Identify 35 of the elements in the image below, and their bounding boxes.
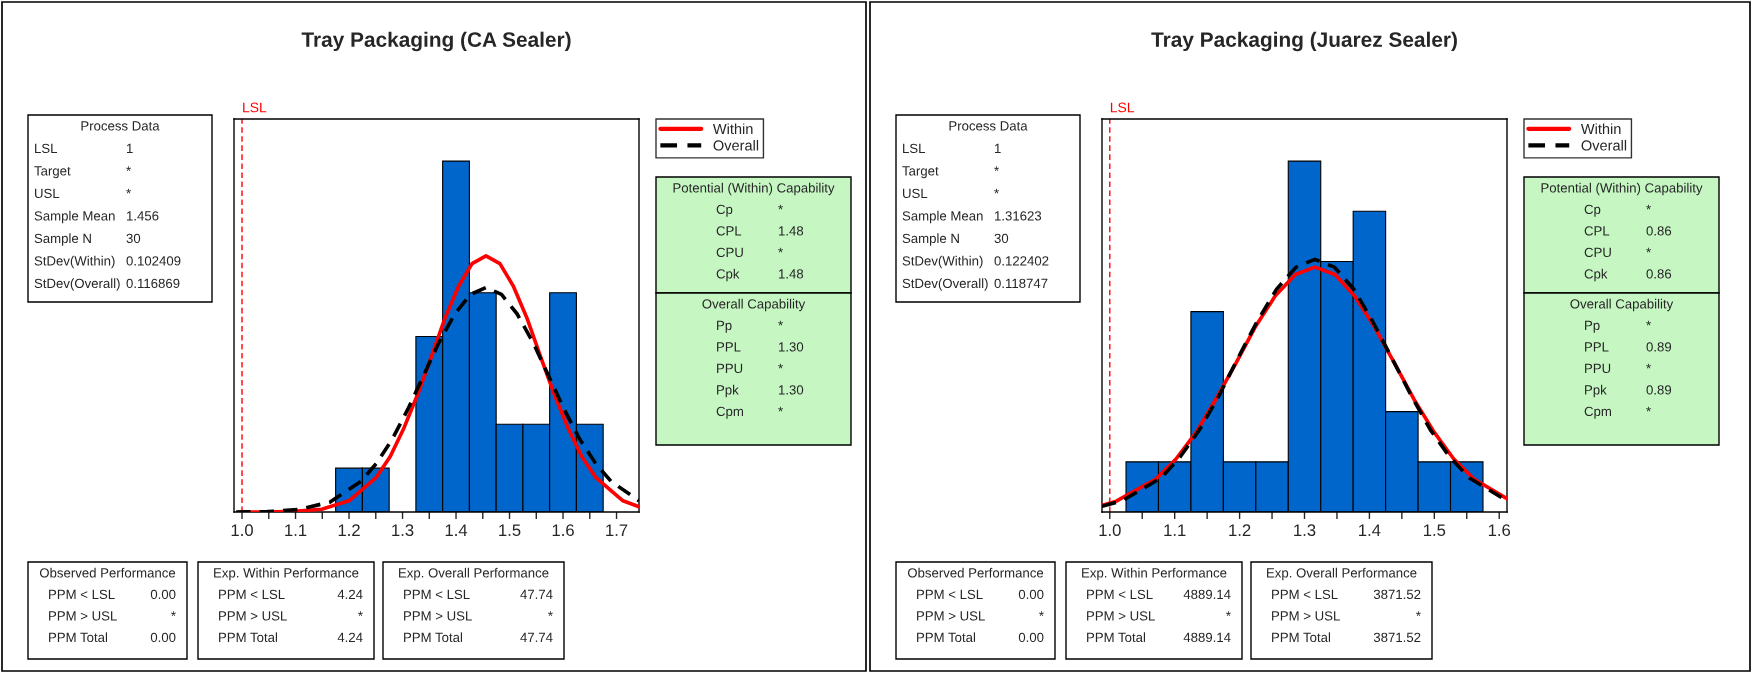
text: Overall Capability Pp * PPL 1.30 PPU * Ppk 1.30 Cpm * [702, 298, 806, 419]
x-tick-label: 1.0 [1099, 524, 1121, 537]
x-tick-label: 1.7 [606, 524, 628, 536]
x-tick-label: 1.2 [338, 524, 360, 536]
text: Exp. Overall Performance PPM < LSL 47.74 PPM > USL * PPM Total 47.74 [399, 567, 553, 643]
legend-label: Overall [1581, 139, 1627, 151]
x-tick-label: 1.4 [445, 524, 468, 536]
x-tick-label: 1.1 [285, 524, 307, 536]
legend-label: Within [712, 123, 753, 135]
x-tick-label: 1.3 [1294, 524, 1316, 537]
ref-line-label: LSL [1110, 102, 1135, 113]
text: Observed Performance PPM < LSL 0.00 PPM > USL * PPM Total 0.00 [39, 567, 176, 643]
text: Process Data LSL 1 Target * USL * Sample Mean 1.456 Sample N 30 StDev(Within) 0.102409 StDev(Overall) 0.116869 [34, 121, 181, 291]
chart-title: Tray Packaging (Juarez Sealer) [1151, 31, 1457, 52]
legend-label: Overall [713, 139, 759, 151]
x-tick-label: 1.5 [1424, 524, 1446, 537]
ref-line-label: LSL [243, 102, 267, 113]
x-tick-label: 1.5 [499, 524, 521, 537]
legend-label: Within [1580, 123, 1621, 135]
x-tick-label: 1.6 [1488, 524, 1511, 537]
x-tick-label: 1.1 [1164, 524, 1186, 536]
text: Exp. Within Performance PPM < LSL 4.24 PPM > USL * PPM Total 4.24 [214, 567, 363, 643]
text: Observed Performance PPM < LSL 0.00 PPM > USL * PPM Total 0.00 [907, 567, 1044, 643]
text: Process Data LSL 1 Target * USL * Sample Mean 1.31623 Sample N 30 StDev(Within) 0.122402 StDev(Overall) 0.118747 [902, 121, 1049, 291]
x-tick-label: 1.3 [392, 524, 414, 537]
x-tick-label: 1.4 [1359, 524, 1381, 536]
text: Exp. Within Performance PPM < LSL 4889.14 PPM > USL * PPM Total 4889.14 [1082, 567, 1231, 643]
text: Overall Capability Pp * PPL 0.89 PPU * Ppk 0.89 Cpm * [1570, 298, 1674, 419]
chart-title: Tray Packaging (CA Sealer) [301, 31, 571, 52]
text: Potential (Within) Capability Cp * CPL 1.48 CPU * Cpk 1.48 [673, 182, 835, 282]
text: Exp. Overall Performance PPM < LSL 3871.52 PPM > USL * PPM Total 3871.52 [1267, 567, 1421, 643]
x-tick-label: 1.0 [231, 524, 253, 537]
x-tick-label: 1.2 [1229, 524, 1251, 536]
text: Potential (Within) Capability Cp * CPL 0.86 CPU * Cpk 0.86 [1541, 182, 1703, 282]
x-tick-label: 1.6 [552, 524, 574, 537]
